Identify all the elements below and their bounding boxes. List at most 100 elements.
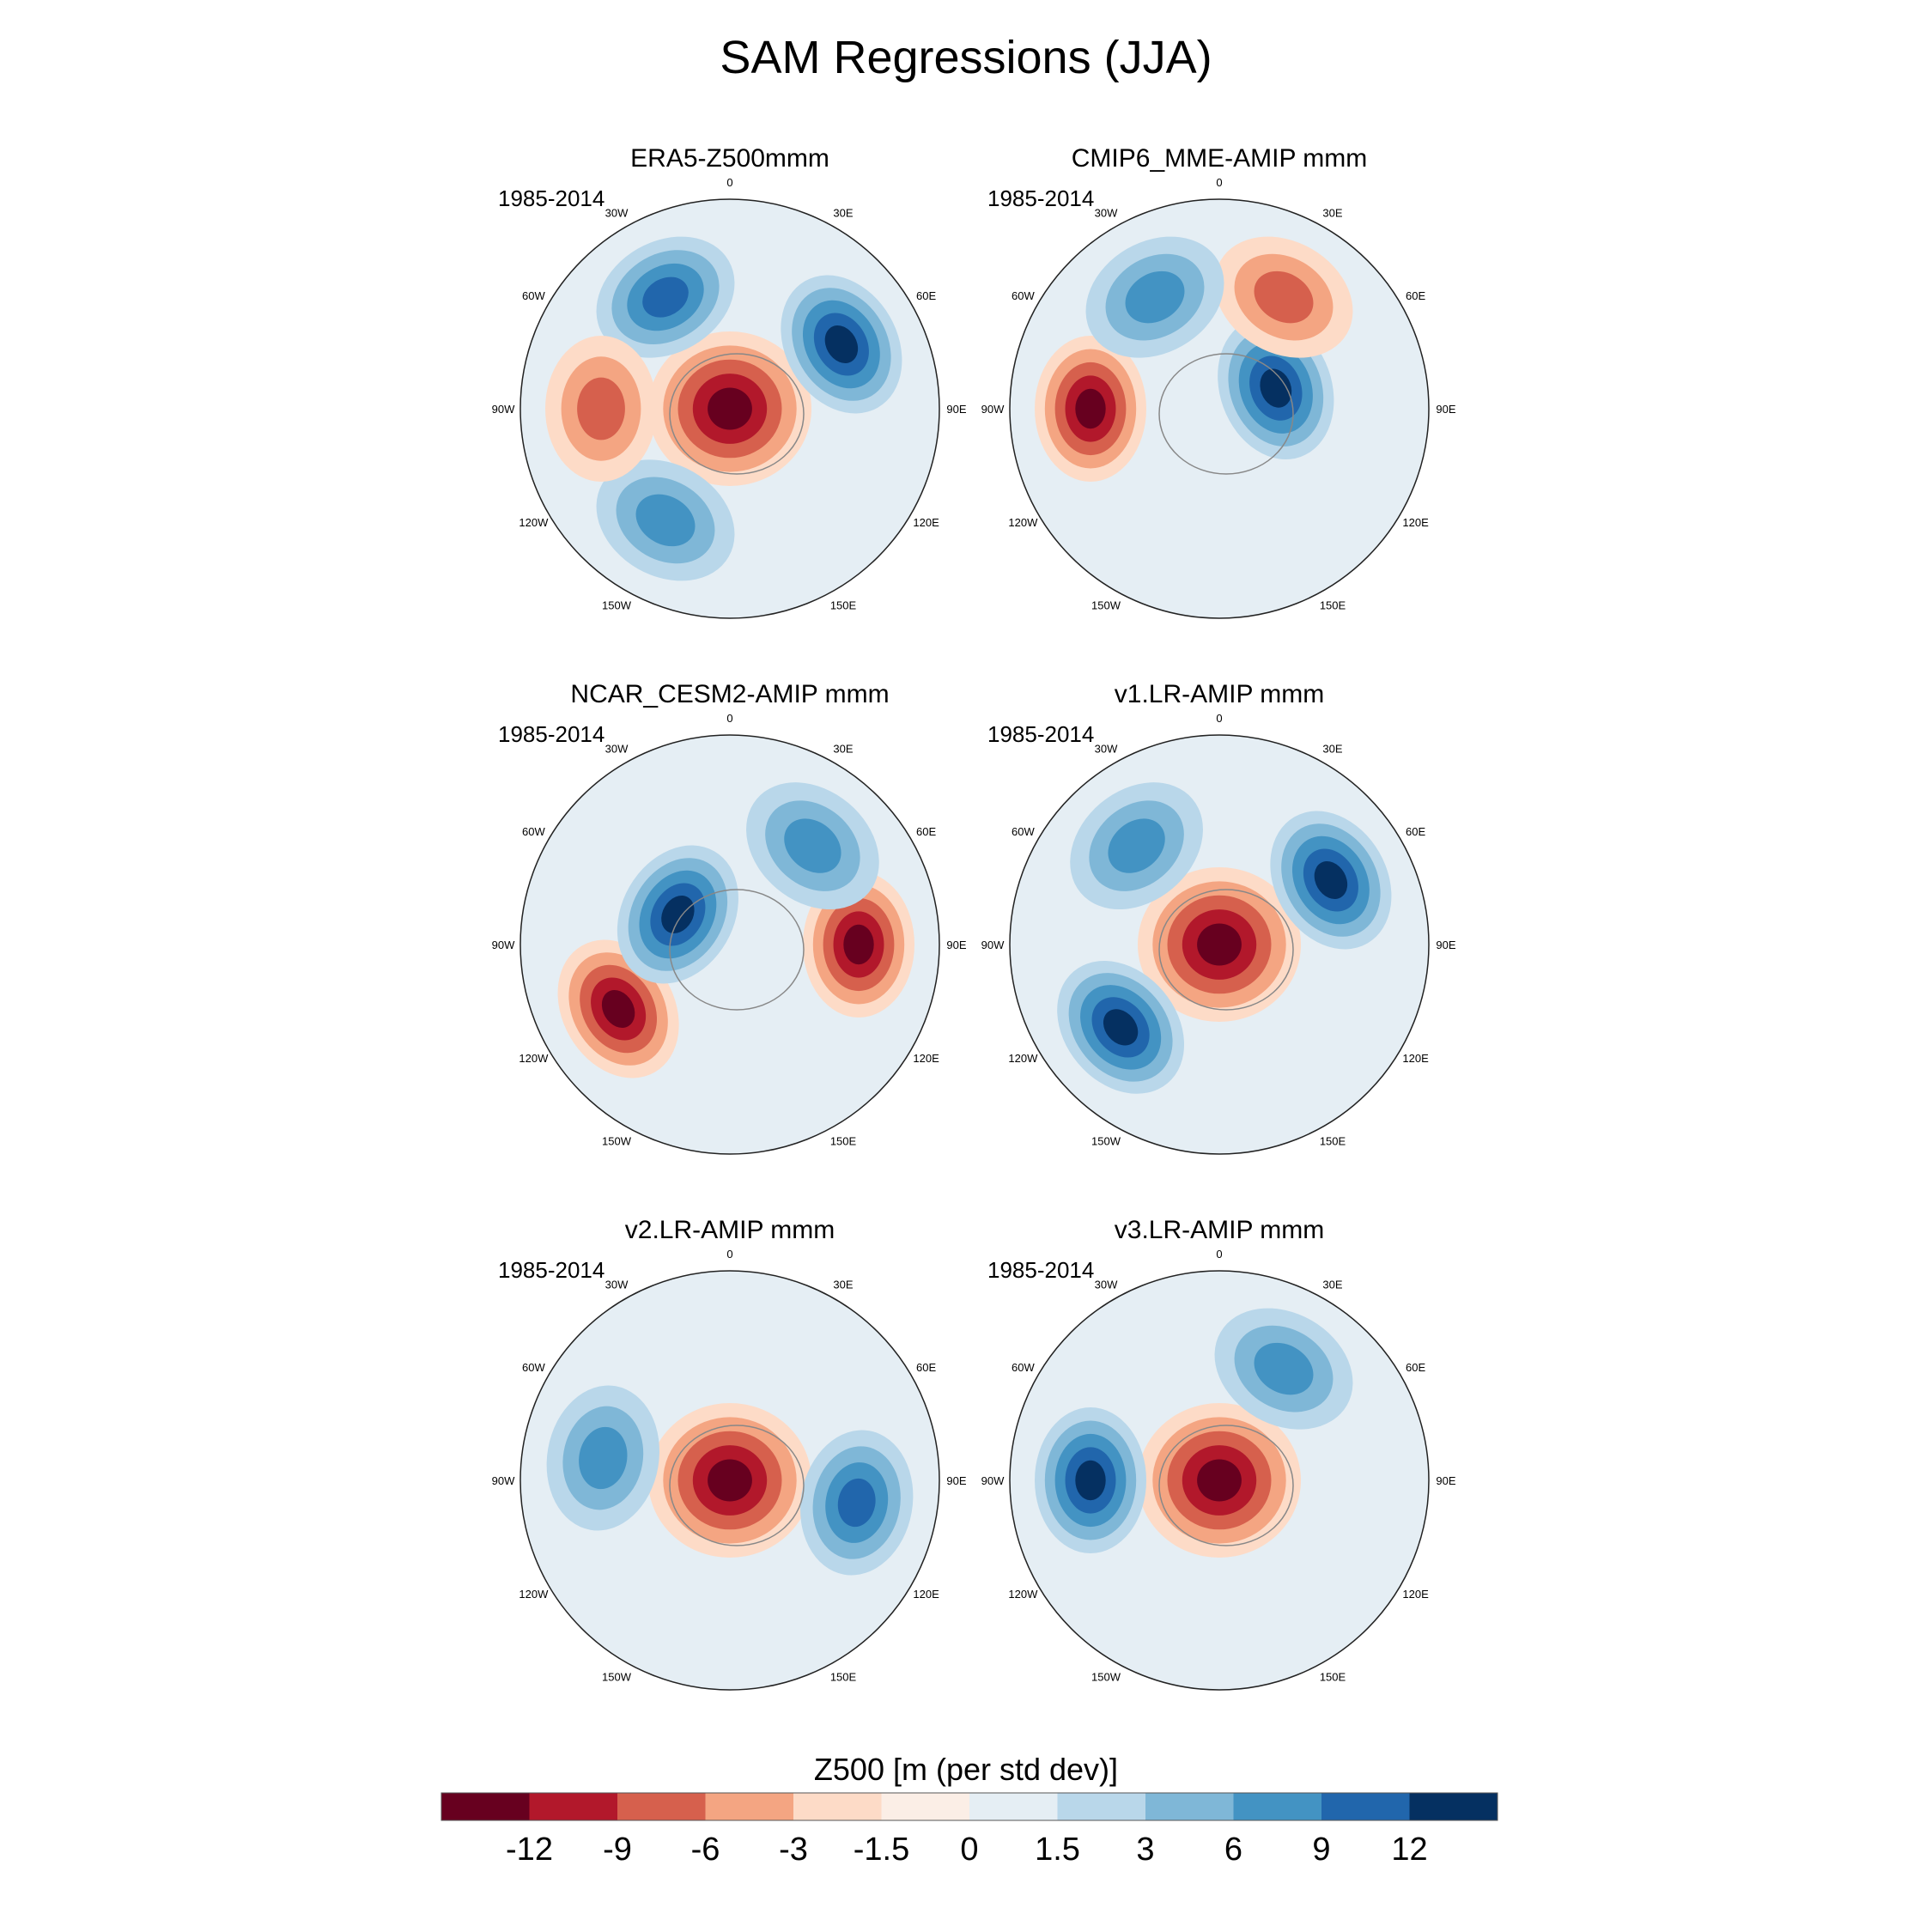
longitude-label: 90W (981, 403, 1005, 416)
longitude-label: 60W (1012, 825, 1035, 838)
polar-map: 030E60E90E120E150E180150W120W90W60W30W (981, 1250, 1456, 1691)
longitude-label: 0 (726, 1250, 732, 1261)
colorbar-box (529, 1793, 617, 1820)
longitude-label: 150W (1091, 599, 1121, 612)
longitude-label: 90E (1436, 939, 1455, 951)
longitude-label: 150E (1320, 1135, 1346, 1148)
polar-map: 030E60E90E120E150E180150W120W90W60W30W (981, 179, 1456, 619)
longitude-label: 90W (492, 1474, 515, 1487)
contour-low (1075, 388, 1106, 429)
longitude-label: 120W (519, 1052, 549, 1065)
longitude-label: 120E (913, 516, 939, 529)
longitude-label: 30E (833, 742, 853, 755)
panel-period: 1985-2014 (987, 185, 1095, 211)
longitude-label: 150W (1091, 1135, 1121, 1148)
longitude-label: 0 (1216, 1250, 1222, 1261)
longitude-label: 30W (1095, 1278, 1118, 1291)
panel-title: CMIP6_MME-AMIP mmm (1071, 144, 1368, 173)
contour-low (1197, 1459, 1242, 1502)
colorbar-tick-label: 1.5 (1035, 1832, 1080, 1868)
panel-v1-lr: v1.LR-AMIP mmm 1985-2014 0 30E 60E 90E 120E 1… (945, 680, 1494, 1161)
longitude-label: 90W (492, 939, 515, 951)
coastline (669, 1425, 805, 1546)
longitude-label: 150E (1320, 1671, 1346, 1684)
longitude-label: 120E (913, 1052, 939, 1065)
longitude-label: 150W (602, 1671, 632, 1684)
longitude-label: 150W (602, 599, 632, 612)
main-title: SAM Regressions (JJA) (720, 32, 1212, 83)
contour-low (1197, 923, 1242, 966)
map-border (519, 198, 940, 619)
longitude-label: 90W (981, 939, 1005, 951)
contour-low (601, 990, 635, 1028)
contour-high (642, 276, 689, 318)
colorbar: -12 -9 -6 -3 -1.5 0 1.5 3 6 9 12 (440, 1792, 1498, 1868)
contour-low (708, 1459, 752, 1502)
contour-high (661, 896, 695, 933)
longitude-label: 150E (830, 1671, 857, 1684)
longitude-label: 30E (833, 1278, 853, 1291)
longitude-label: 60E (1406, 825, 1425, 838)
longitude-label: 90E (1436, 403, 1455, 416)
contour-high (635, 494, 696, 547)
colorbar-box (441, 1793, 530, 1820)
longitude-label: 60W (522, 289, 545, 302)
colorbar-box (1145, 1793, 1234, 1820)
panel-period: 1985-2014 (498, 721, 605, 747)
panel-cmip6-mme: CMIP6_MME-AMIP mmm 1985-2014 0 30E 60E 90E 1… (945, 144, 1494, 625)
longitude-label: 150E (1320, 599, 1346, 612)
longitude-label: 120W (1008, 1588, 1038, 1601)
longitude-label: 90E (1436, 1474, 1455, 1487)
panel-era5: ERA5-Z500mmm 1985-2014 0 30E 60E 90E 120E 150… (455, 144, 1005, 625)
longitude-label: 30W (605, 206, 629, 219)
longitude-label: 30W (605, 742, 629, 755)
longitude-label: 0 (1216, 179, 1222, 189)
contour-high (1075, 1460, 1106, 1501)
colorbar-tick-label: -3 (779, 1832, 808, 1868)
contour-high (1314, 861, 1348, 899)
longitude-label: 0 (726, 179, 732, 189)
longitude-label: 120E (913, 1588, 939, 1601)
longitude-label: 60W (522, 825, 545, 838)
colorbar-tick-label: 3 (1136, 1832, 1154, 1868)
longitude-label: 60E (916, 825, 936, 838)
colorbar-tick-label: 0 (960, 1832, 978, 1868)
panel-ncar-cesm2: NCAR_CESM2-AMIP mmm 1985-2014 0 30E 60E 90E… (455, 680, 1005, 1161)
longitude-label: 0 (726, 714, 732, 725)
longitude-label: 120W (519, 516, 549, 529)
colorbar-box (881, 1793, 969, 1820)
longitude-label: 30W (1095, 206, 1118, 219)
longitude-label: 0 (1216, 714, 1222, 725)
colorbar-box (705, 1793, 793, 1820)
longitude-label: 60W (522, 1361, 545, 1374)
longitude-label: 30E (1322, 206, 1342, 219)
colorbar-tick-label: -6 (691, 1832, 720, 1868)
longitude-label: 60E (916, 1361, 936, 1374)
contour-high (1103, 1009, 1139, 1046)
longitude-label: 60W (1012, 289, 1035, 302)
longitude-label: 120W (1008, 516, 1038, 529)
polar-map: 030E60E90E120E150E180150W120W90W60W30W (492, 714, 967, 1155)
panel-v2-lr: v2.LR-AMIP mmm 1985-2014 0 30E 60E 90E 120E 1… (455, 1216, 1005, 1697)
longitude-label: 60E (1406, 289, 1425, 302)
panel-period: 1985-2014 (498, 1257, 605, 1283)
longitude-label: 30E (1322, 742, 1342, 755)
longitude-label: 90E (946, 403, 966, 416)
panel-period: 1985-2014 (987, 1257, 1095, 1283)
coastline (669, 889, 805, 1011)
panel-period: 1985-2014 (987, 721, 1095, 747)
colorbar-box (1409, 1793, 1498, 1820)
panel-title: ERA5-Z500mmm (630, 144, 829, 173)
map-border (519, 734, 940, 1155)
longitude-label: 120W (519, 1588, 549, 1601)
panel-title: v1.LR-AMIP mmm (1114, 680, 1325, 708)
longitude-label: 120E (1402, 1052, 1429, 1065)
longitude-label: 30W (1095, 742, 1118, 755)
longitude-label: 150W (1091, 1671, 1121, 1684)
panel-v3-lr: v3.LR-AMIP mmm 1985-2014 0 30E 60E 90E 120E 1… (945, 1216, 1494, 1697)
contour-low (1254, 270, 1314, 324)
longitude-label: 150E (830, 1135, 857, 1148)
panel-title: v3.LR-AMIP mmm (1114, 1216, 1325, 1244)
colorbar-box (1233, 1793, 1321, 1820)
map-border (519, 1270, 940, 1691)
